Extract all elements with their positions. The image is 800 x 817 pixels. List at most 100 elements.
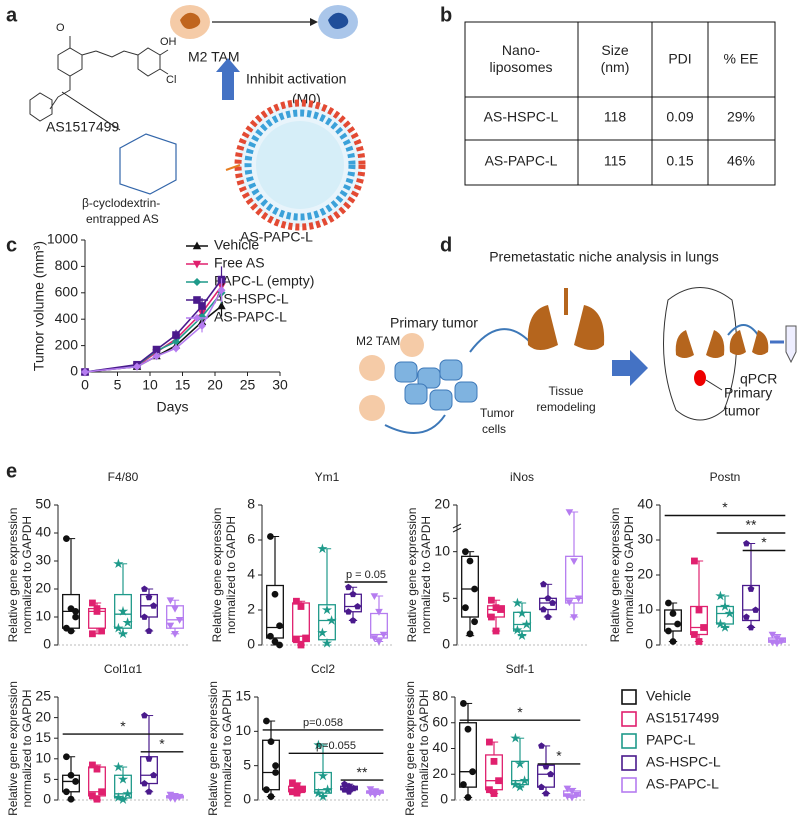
marker: [98, 788, 105, 796]
marker: [297, 603, 305, 610]
y-tick-label: 5: [43, 770, 51, 786]
y-tick-label: 20: [637, 566, 653, 582]
marker: [217, 301, 226, 310]
legend-label: Vehicle: [646, 688, 691, 704]
tam: [400, 333, 424, 357]
marker: [117, 794, 129, 804]
marker: [117, 628, 129, 639]
marker: [166, 597, 175, 605]
table-cell: 0.09: [666, 109, 693, 125]
marker: [145, 788, 153, 795]
marker: [379, 631, 388, 639]
panel-letter: d: [440, 234, 452, 256]
marker: [276, 622, 283, 630]
significance-label: p=0.058: [303, 717, 343, 729]
y-tick-label: 40: [637, 496, 653, 512]
x-tick-label: 5: [114, 377, 122, 393]
marker: [302, 634, 309, 642]
tube: [785, 325, 797, 364]
marker: [321, 604, 333, 615]
marker: [375, 608, 383, 616]
y-tick-label: 25: [35, 688, 51, 704]
carrier-label: β-cyclodextrin-: [82, 196, 160, 210]
marker: [695, 606, 703, 614]
table-header: Nano-: [502, 42, 540, 58]
atom: Cl: [166, 74, 176, 86]
atom: O: [56, 22, 65, 34]
marker: [145, 627, 153, 634]
marker: [122, 617, 133, 627]
marker: [113, 558, 124, 569]
y-tick-label: 8: [247, 496, 255, 512]
lungs: [729, 330, 769, 355]
marker: [171, 795, 179, 803]
label: remodeling: [536, 400, 595, 414]
marker: [719, 621, 731, 632]
marker: [768, 631, 777, 639]
y-tick-label: 50: [35, 496, 51, 512]
box: [461, 555, 479, 618]
significance-label: *: [722, 499, 728, 515]
pointer: [225, 164, 241, 171]
table-cell: 46%: [727, 153, 755, 169]
marker: [747, 623, 755, 631]
chart-title: Postn: [710, 470, 741, 484]
marker: [719, 600, 731, 611]
y-tick-label: 0: [43, 791, 51, 807]
label: cells: [482, 422, 506, 436]
table-cell: 115: [604, 153, 627, 169]
marker: [691, 631, 698, 638]
marker: [276, 641, 283, 649]
marker: [542, 790, 550, 797]
y-tick-label: 5: [243, 756, 251, 772]
marker: [574, 595, 583, 603]
marker: [171, 631, 179, 638]
marker: [514, 758, 526, 769]
marker: [141, 585, 148, 592]
marker: [669, 638, 677, 645]
table-cell: 0.15: [666, 153, 693, 169]
y-axis-label: normalized to GAPDH: [622, 516, 636, 634]
y-tick-label: 0: [442, 636, 450, 652]
marker: [267, 738, 275, 746]
marker: [313, 739, 324, 750]
marker: [492, 627, 500, 635]
chart-title: iNos: [510, 470, 534, 484]
carrier-label: entrapped AS: [86, 212, 159, 226]
marker: [345, 583, 352, 591]
label: Tissue: [549, 384, 584, 398]
y-tick-label: 5: [442, 589, 450, 605]
y-axis-label: Relative gene expression: [210, 508, 224, 643]
table-header: PDI: [668, 51, 691, 67]
arrow: [384, 414, 446, 434]
marker: [175, 617, 184, 624]
arrow: [469, 328, 531, 353]
marker: [89, 599, 96, 607]
box: [565, 555, 583, 604]
marker: [271, 590, 279, 598]
lipid-layer: [244, 109, 356, 221]
axis-break: [452, 523, 462, 529]
legend-label: Vehicle: [214, 237, 259, 253]
marker: [93, 795, 101, 803]
x-tick-label: 10: [142, 377, 158, 393]
marker: [512, 624, 523, 635]
marker: [263, 717, 270, 725]
y-tick-label: 200: [55, 336, 79, 352]
marker: [512, 597, 523, 608]
marker: [317, 543, 328, 554]
x-tick-label: 0: [81, 377, 89, 393]
legend-label: Free AS: [214, 255, 265, 271]
marker: [665, 599, 672, 607]
marker: [460, 700, 467, 707]
chart-title: F4/80: [108, 470, 139, 484]
marker: [150, 771, 157, 779]
legend-swatch: [621, 777, 637, 793]
marker: [568, 788, 576, 796]
chart-title: Sdf-1: [506, 662, 535, 676]
significance-label: *: [159, 735, 165, 751]
table-header: % EE: [723, 51, 758, 67]
marker: [370, 635, 379, 643]
y-tick-label: 20: [35, 580, 51, 596]
